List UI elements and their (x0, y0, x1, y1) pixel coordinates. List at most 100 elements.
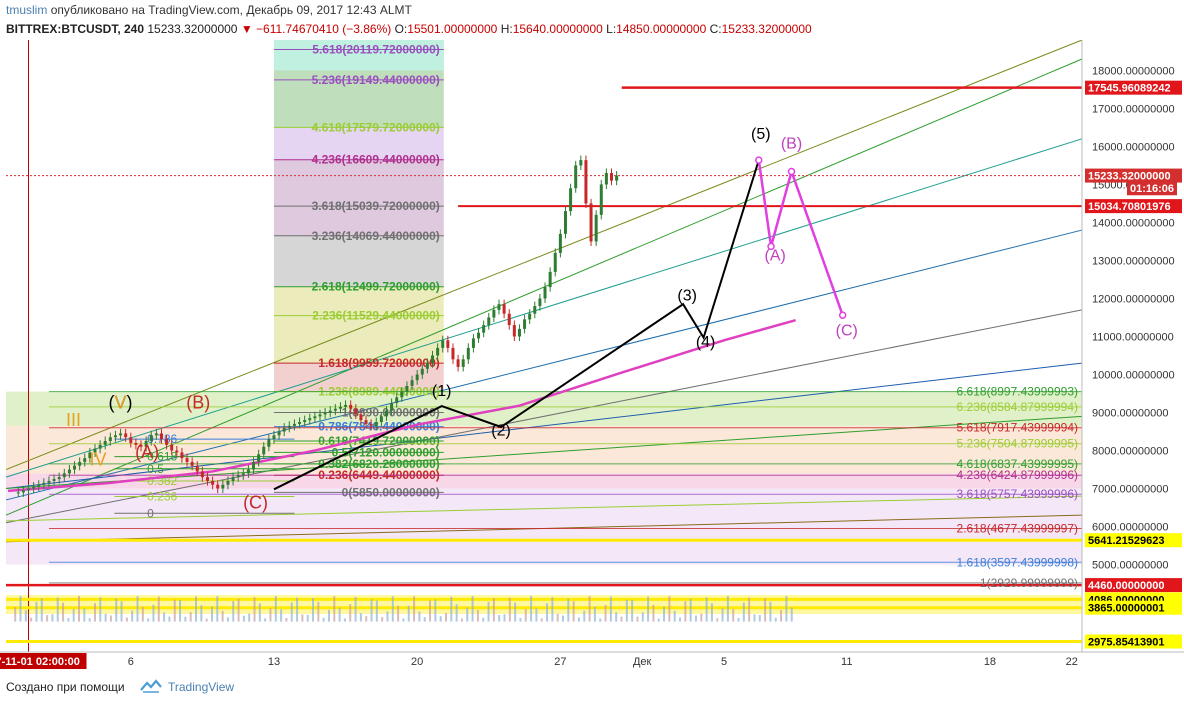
volume-bar-43 (242, 615, 245, 622)
candle-body-66 (354, 408, 358, 415)
volume-bar-39 (221, 610, 224, 622)
candle-body-59 (318, 414, 322, 417)
candle-body-45 (246, 469, 250, 474)
candle-body-75 (400, 391, 404, 398)
trend-line-0 (5, 40, 1083, 471)
wave-label-2: (A) (764, 247, 785, 264)
candle-body-104 (548, 271, 552, 288)
y-tick-8: 10000.00000000 (1092, 370, 1175, 382)
volume-bar-44 (248, 613, 251, 622)
wave-label-6: (1) (432, 383, 452, 400)
volume-bar-2 (24, 610, 27, 622)
fib-upper-label-13: 0.5(7120.00000000) (332, 445, 440, 459)
price-chart[interactable]: 5.618(20119.72000000) 5.236(19149.4400000… (0, 40, 1184, 672)
x-tick-9: 22 (1066, 656, 1078, 668)
price-badge-3 (1085, 199, 1182, 214)
candle-body-18 (108, 437, 112, 442)
fib-upper-label-7: 2.236(11529.44000000) (312, 309, 439, 323)
volume-bar-41 (232, 600, 235, 622)
volume-bar-34 (195, 596, 198, 622)
volume-bar-112 (609, 596, 612, 622)
candle-body-57 (308, 418, 312, 421)
candle-body-56 (303, 420, 307, 423)
fib-upper-label-2: 4.618(17579.72000000) (312, 120, 440, 134)
volume-bar-114 (620, 616, 623, 622)
candle-body-30 (170, 444, 174, 451)
volume-bar-52 (290, 602, 293, 622)
author-name[interactable]: tmuslim (6, 3, 48, 17)
candle-body-111 (584, 160, 588, 204)
volume-bar-132 (716, 618, 719, 622)
volume-bar-11 (72, 608, 75, 622)
fib-upper-label-16: 0(5850.00000000) (342, 485, 440, 499)
y-tick-6: 12000.00000000 (1092, 293, 1175, 305)
volume-bar-81 (444, 612, 447, 622)
volume-bar-79 (434, 599, 437, 622)
tradingview-brand[interactable]: TradingView (168, 680, 235, 694)
candle-body-86 (456, 359, 460, 367)
candle-body-14 (88, 452, 92, 459)
volume-bar-139 (753, 614, 756, 622)
x-tick-1: 6 (128, 656, 134, 668)
candle-body-90 (477, 332, 481, 339)
fib-left-label-4: 0.236 (147, 490, 177, 504)
candle-body-24 (139, 444, 143, 447)
volume-bar-146 (790, 607, 793, 622)
volume-bar-134 (726, 595, 729, 622)
open-value: 15501.00000000 (407, 22, 498, 36)
price-change: ▼ −611.74670410 (−3.86%) (240, 22, 392, 36)
candle-body-49 (267, 439, 271, 447)
fib-block-5 (273, 363, 444, 392)
volume-bar-126 (684, 601, 687, 622)
volume-bar-73 (402, 618, 405, 622)
candle-body-11 (73, 465, 77, 470)
fib-block-top (273, 40, 444, 71)
volume-bar-58 (322, 617, 325, 622)
candle-body-78 (415, 374, 419, 381)
candle-body-88 (466, 347, 470, 360)
candle-body-93 (492, 309, 496, 318)
price-badge-0 (1085, 80, 1182, 95)
volume-bar-66 (365, 616, 368, 622)
fib-block-3 (273, 235, 444, 287)
candle-body-16 (98, 444, 102, 449)
candle-body-37 (205, 477, 209, 481)
candle-body-2 (27, 488, 31, 491)
candle-body-27 (154, 433, 158, 436)
volume-bar-7 (51, 614, 54, 622)
candle-body-69 (369, 423, 373, 426)
price-badge-4 (1085, 533, 1182, 548)
volume-bar-38 (216, 596, 219, 622)
price-badge-5 (1085, 578, 1182, 593)
y-tick-7: 11000.00000000 (1092, 331, 1174, 343)
volume-bar-118 (641, 612, 644, 622)
volume-bar-71 (391, 596, 394, 622)
fib-right-label-9: 1(2929.99999999) (980, 576, 1078, 590)
trend-line-2 (5, 138, 1083, 478)
tradingview-logo-icon[interactable] (140, 679, 162, 693)
volume-bar-24 (141, 606, 144, 622)
volume-bar-27 (157, 596, 160, 622)
volume-bar-105 (572, 601, 575, 622)
wave-label-5: (4) (696, 334, 716, 351)
volume-bar-26 (152, 604, 155, 622)
candle-body-6 (47, 480, 51, 483)
volume-bar-15 (93, 603, 96, 622)
footer-created-with: Создано при помощи (6, 680, 125, 694)
candle-body-68 (364, 420, 368, 424)
volume-bar-56 (312, 598, 315, 622)
volume-bar-96 (524, 609, 527, 622)
volume-bar-0 (14, 607, 17, 622)
candle-body-39 (216, 484, 220, 489)
volume-bar-102 (556, 613, 559, 622)
candle-body-96 (507, 313, 511, 326)
candle-body-80 (425, 363, 429, 369)
candle-body-65 (349, 404, 353, 409)
candle-body-20 (119, 433, 123, 436)
projection-point-1 (767, 242, 775, 251)
volume-bar-144 (780, 609, 783, 622)
candle-body-7 (52, 479, 56, 481)
candle-body-100 (528, 313, 532, 320)
volume-bar-92 (503, 614, 506, 622)
candle-body-112 (589, 203, 593, 242)
